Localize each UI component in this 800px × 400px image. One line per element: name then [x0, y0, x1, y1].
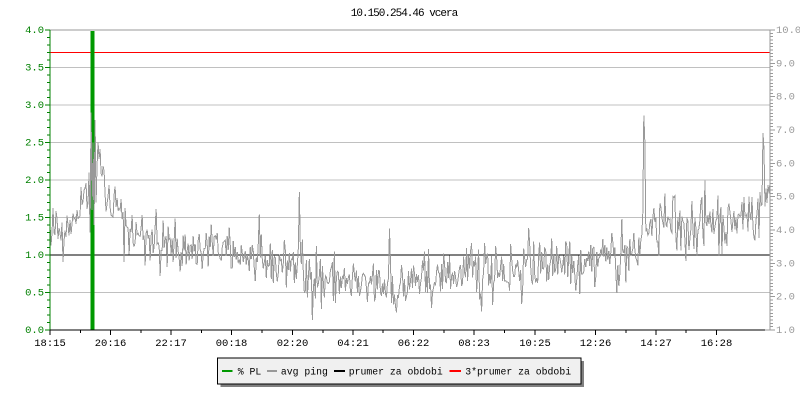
svg-text:18:15: 18:15 [34, 338, 66, 350]
svg-text:20:16: 20:16 [95, 338, 127, 350]
svg-text:04:21: 04:21 [337, 338, 369, 350]
svg-text:10:25: 10:25 [519, 338, 551, 350]
svg-text:2.0: 2.0 [776, 292, 795, 304]
svg-text:1.5: 1.5 [25, 213, 44, 225]
svg-text:8.0: 8.0 [776, 92, 795, 104]
svg-text:10.0: 10.0 [776, 25, 800, 37]
svg-text:4.0: 4.0 [776, 225, 795, 237]
svg-text:1.0: 1.0 [25, 250, 44, 262]
svg-text:12:26: 12:26 [580, 338, 612, 350]
svg-text:3.0: 3.0 [776, 258, 795, 270]
svg-text:5.0: 5.0 [776, 192, 795, 204]
svg-text:9.0: 9.0 [776, 58, 795, 70]
svg-text:2.0: 2.0 [25, 175, 44, 187]
svg-text:0.5: 0.5 [25, 288, 44, 300]
svg-text:16:28: 16:28 [701, 338, 733, 350]
svg-text:02:20: 02:20 [277, 338, 309, 350]
svg-text:% PL: % PL [238, 367, 262, 378]
svg-text:avg ping: avg ping [281, 367, 328, 378]
svg-text:0.0: 0.0 [25, 325, 44, 337]
svg-text:06:22: 06:22 [398, 338, 430, 350]
svg-text:3.0: 3.0 [25, 100, 44, 112]
svg-text:08:23: 08:23 [458, 338, 490, 350]
svg-text:10.150.254.46 vcera: 10.150.254.46 vcera [351, 8, 459, 20]
svg-text:14:27: 14:27 [640, 338, 672, 350]
svg-text:2.5: 2.5 [25, 138, 44, 150]
svg-text:6.0: 6.0 [776, 158, 795, 170]
svg-text:00:18: 00:18 [216, 338, 248, 350]
svg-text:3*prumer za obdobi: 3*prumer za obdobi [465, 367, 571, 378]
svg-text:22:17: 22:17 [155, 338, 187, 350]
svg-text:4.0: 4.0 [25, 25, 44, 37]
svg-text:3.5: 3.5 [25, 63, 44, 75]
svg-text:prumer za obdobi: prumer za obdobi [349, 367, 443, 378]
svg-text:7.0: 7.0 [776, 125, 795, 137]
svg-text:1.0: 1.0 [776, 325, 795, 337]
